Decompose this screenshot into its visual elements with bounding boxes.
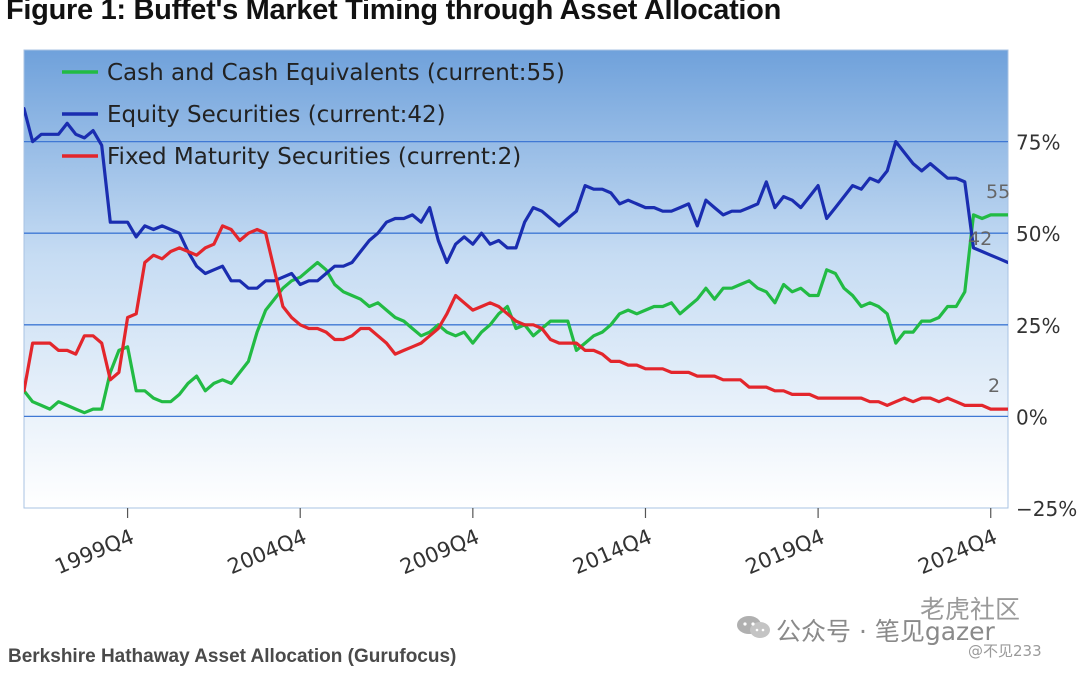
- wechat-icon: [737, 616, 770, 638]
- x-tick-label: 2024Q4: [915, 525, 1001, 580]
- x-tick-label: 1999Q4: [51, 525, 137, 580]
- series-lines: [24, 106, 1008, 415]
- plot-area: [23, 49, 1009, 509]
- legend-label: Equity Securities (current:42): [107, 102, 446, 128]
- y-tick-label: 0%: [1016, 405, 1048, 429]
- end-label: 55: [986, 181, 1010, 203]
- legend-label: Cash and Cash Equivalents (current:55): [107, 60, 565, 86]
- figure-title: Figure 1: Buffet's Market Timing through…: [6, 0, 782, 26]
- y-tick-label: 75%: [1016, 131, 1060, 155]
- end-label: 42: [968, 228, 992, 250]
- y-tick-label: 50%: [1016, 222, 1060, 246]
- legend-label: Fixed Maturity Securities (current:2): [107, 144, 521, 170]
- series-end-labels: 55 42 2: [968, 181, 1010, 397]
- y-tick-label: −25%: [1016, 497, 1077, 521]
- legend: Cash and Cash Equivalents (current:55) Eq…: [62, 60, 565, 170]
- x-tick-label: 2014Q4: [569, 525, 655, 580]
- end-label: 2: [988, 375, 1000, 397]
- figure-caption: Berkshire Hathaway Asset Allocation (Gur…: [8, 646, 457, 667]
- y-tick-label: 25%: [1016, 314, 1060, 338]
- x-tick-label: 2004Q4: [224, 525, 310, 580]
- watermark-account: 公众号 · 笔见gazer: [776, 617, 995, 646]
- x-tick-label: 2009Q4: [397, 525, 483, 580]
- x-tick-label: 2019Q4: [742, 525, 828, 580]
- x-axis-ticks: [126, 508, 992, 518]
- watermark-site: 老虎社区: [920, 595, 1021, 624]
- y-axis-labels: −25% 0% 25% 50% 75%: [1016, 131, 1077, 521]
- series-line-0: [24, 213, 1008, 415]
- series-line-2: [24, 224, 1008, 411]
- watermark-user: @不见233: [968, 642, 1042, 660]
- x-axis-labels: 1999Q4 2004Q4 2009Q4 2014Q4 2019Q4 2024Q4: [51, 525, 1000, 580]
